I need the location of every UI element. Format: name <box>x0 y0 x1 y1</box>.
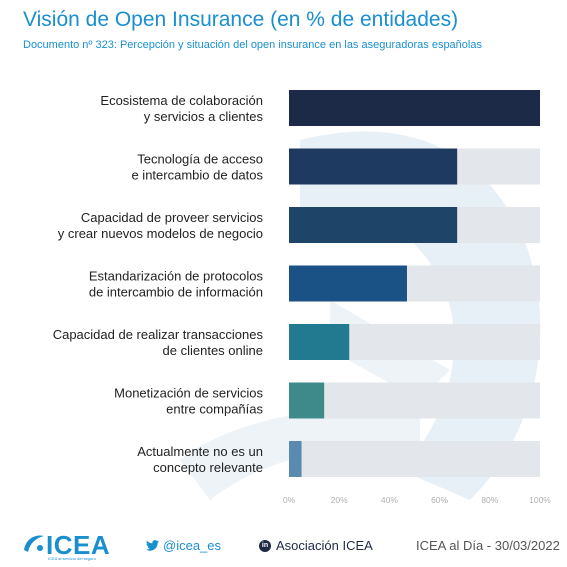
category-label: Capacidad de proveer servicios <box>81 210 264 225</box>
linkedin-link[interactable]: in Asociación ICEA <box>259 538 373 553</box>
category-label: Capacidad de realizar transacciones <box>53 327 264 342</box>
category-label: concepto relevante <box>153 460 263 475</box>
logo-text: ICEA <box>46 530 111 560</box>
icea-logo[interactable]: ICEA ICEA al servicio del seguro <box>20 526 120 561</box>
x-tick-label: 40% <box>381 495 398 505</box>
icea-swoosh-icon <box>24 535 44 552</box>
logo-tagline: ICEA al servicio del seguro <box>48 556 96 561</box>
linkedin-icon: in <box>259 539 271 552</box>
x-tick-label: 100% <box>529 495 551 505</box>
category-label: Estandarización de protocolos <box>89 269 264 284</box>
x-tick-label: 0% <box>283 495 296 505</box>
category-label: Monetización de servicios <box>114 386 263 401</box>
bar <box>289 382 325 419</box>
category-label: Actualmente no es un <box>137 444 263 459</box>
bar <box>289 90 540 126</box>
bar <box>289 324 350 360</box>
category-label: Tecnología de acceso <box>137 152 263 167</box>
category-label: de clientes online <box>163 343 263 358</box>
x-tick-label: 60% <box>431 495 448 505</box>
twitter-link[interactable]: @icea_es <box>146 538 221 553</box>
bar-track <box>289 441 540 477</box>
category-label: y crear nuevos modelos de negocio <box>58 226 263 241</box>
chart-subtitle: Documento nº 323: Percepción y situación… <box>23 39 482 51</box>
bar <box>289 207 458 243</box>
category-label: de intercambio de información <box>89 285 263 300</box>
twitter-icon <box>146 540 159 551</box>
chart-title: Visión de Open Insurance (en % de entida… <box>23 8 459 31</box>
category-label: entre compañías <box>166 402 263 417</box>
footer-date: ICEA al Día - 30/03/2022 <box>416 538 560 553</box>
linkedin-name: Asociación ICEA <box>276 538 373 553</box>
bar-track <box>289 382 540 419</box>
twitter-handle: @icea_es <box>163 538 222 553</box>
x-tick-label: 20% <box>331 495 348 505</box>
category-label: e intercambio de datos <box>131 168 263 183</box>
x-tick-label: 80% <box>481 495 498 505</box>
footer: ICEA ICEA al servicio del seguro @icea_e… <box>0 520 567 567</box>
category-label: Ecosistema de colaboración <box>100 93 263 108</box>
bar <box>289 265 407 302</box>
bar <box>289 148 458 185</box>
category-label: y servicios a clientes <box>144 109 264 124</box>
bar <box>289 441 302 477</box>
